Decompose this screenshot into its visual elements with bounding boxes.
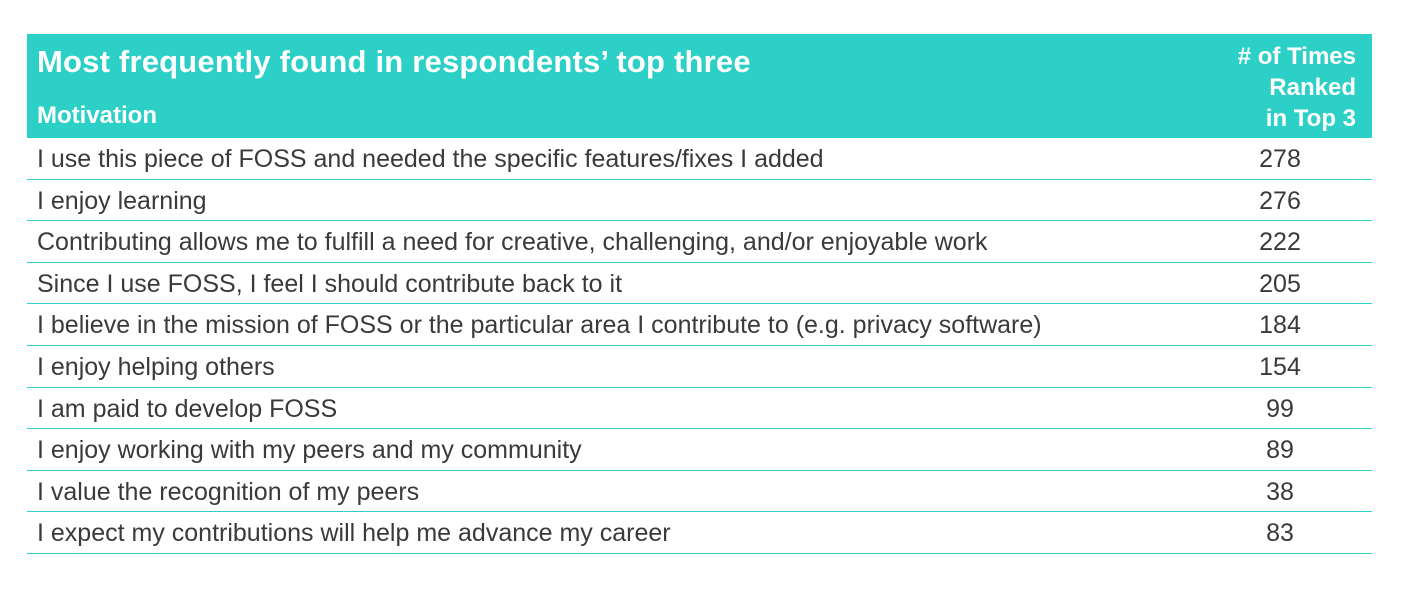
count-value: 184 (1259, 311, 1301, 340)
motivation-table: Most frequently found in respondents’ to… (27, 34, 1372, 554)
motivation-label: I value the recognition of my peers (37, 477, 420, 506)
table-row: I believe in the mission of FOSS or the … (27, 304, 1372, 346)
count-value: 83 (1266, 519, 1294, 548)
table-row: I expect my contributions will help me a… (27, 512, 1372, 554)
motivation-label: I expect my contributions will help me a… (37, 519, 671, 548)
motivation-label: Since I use FOSS, I feel I should contri… (37, 269, 623, 298)
count-value: 278 (1259, 145, 1301, 173)
count-column-header: # of Times Ranked in Top 3 (1156, 41, 1356, 134)
table-row: I enjoy learning 276 (27, 180, 1372, 222)
count-value: 99 (1266, 394, 1294, 423)
table-row: I enjoy helping others 154 (27, 346, 1372, 388)
motivation-label: I enjoy working with my peers and my com… (37, 436, 582, 465)
motivation-column-header: Motivation (37, 102, 157, 129)
table-row: I value the recognition of my peers 38 (27, 471, 1372, 513)
motivation-label: I believe in the mission of FOSS or the … (37, 311, 1042, 340)
count-header-line: # of Times (1237, 43, 1356, 70)
motivation-label: I am paid to develop FOSS (37, 394, 338, 423)
table-title: Most frequently found in respondents’ to… (37, 44, 751, 79)
count-value: 276 (1259, 186, 1301, 215)
count-value: 222 (1259, 228, 1301, 257)
motivation-label: I enjoy learning (37, 186, 207, 215)
count-value: 205 (1259, 269, 1301, 298)
table-header: Most frequently found in respondents’ to… (27, 34, 1372, 138)
motivation-label: I use this piece of FOSS and needed the … (37, 145, 824, 173)
count-header-line: Ranked (1269, 74, 1356, 101)
table-row: Since I use FOSS, I feel I should contri… (27, 263, 1372, 305)
table-row: I use this piece of FOSS and needed the … (27, 138, 1372, 180)
count-value: 89 (1266, 436, 1294, 465)
table-row: I enjoy working with my peers and my com… (27, 429, 1372, 471)
motivation-label: Contributing allows me to fulfill a need… (37, 228, 988, 257)
count-value: 154 (1259, 352, 1301, 381)
count-header-line: in Top 3 (1265, 105, 1356, 132)
table-body: I use this piece of FOSS and needed the … (27, 138, 1372, 554)
table-row: Contributing allows me to fulfill a need… (27, 221, 1372, 263)
table-row: I am paid to develop FOSS 99 (27, 388, 1372, 430)
motivation-label: I enjoy helping others (37, 352, 275, 381)
count-value: 38 (1266, 477, 1294, 506)
